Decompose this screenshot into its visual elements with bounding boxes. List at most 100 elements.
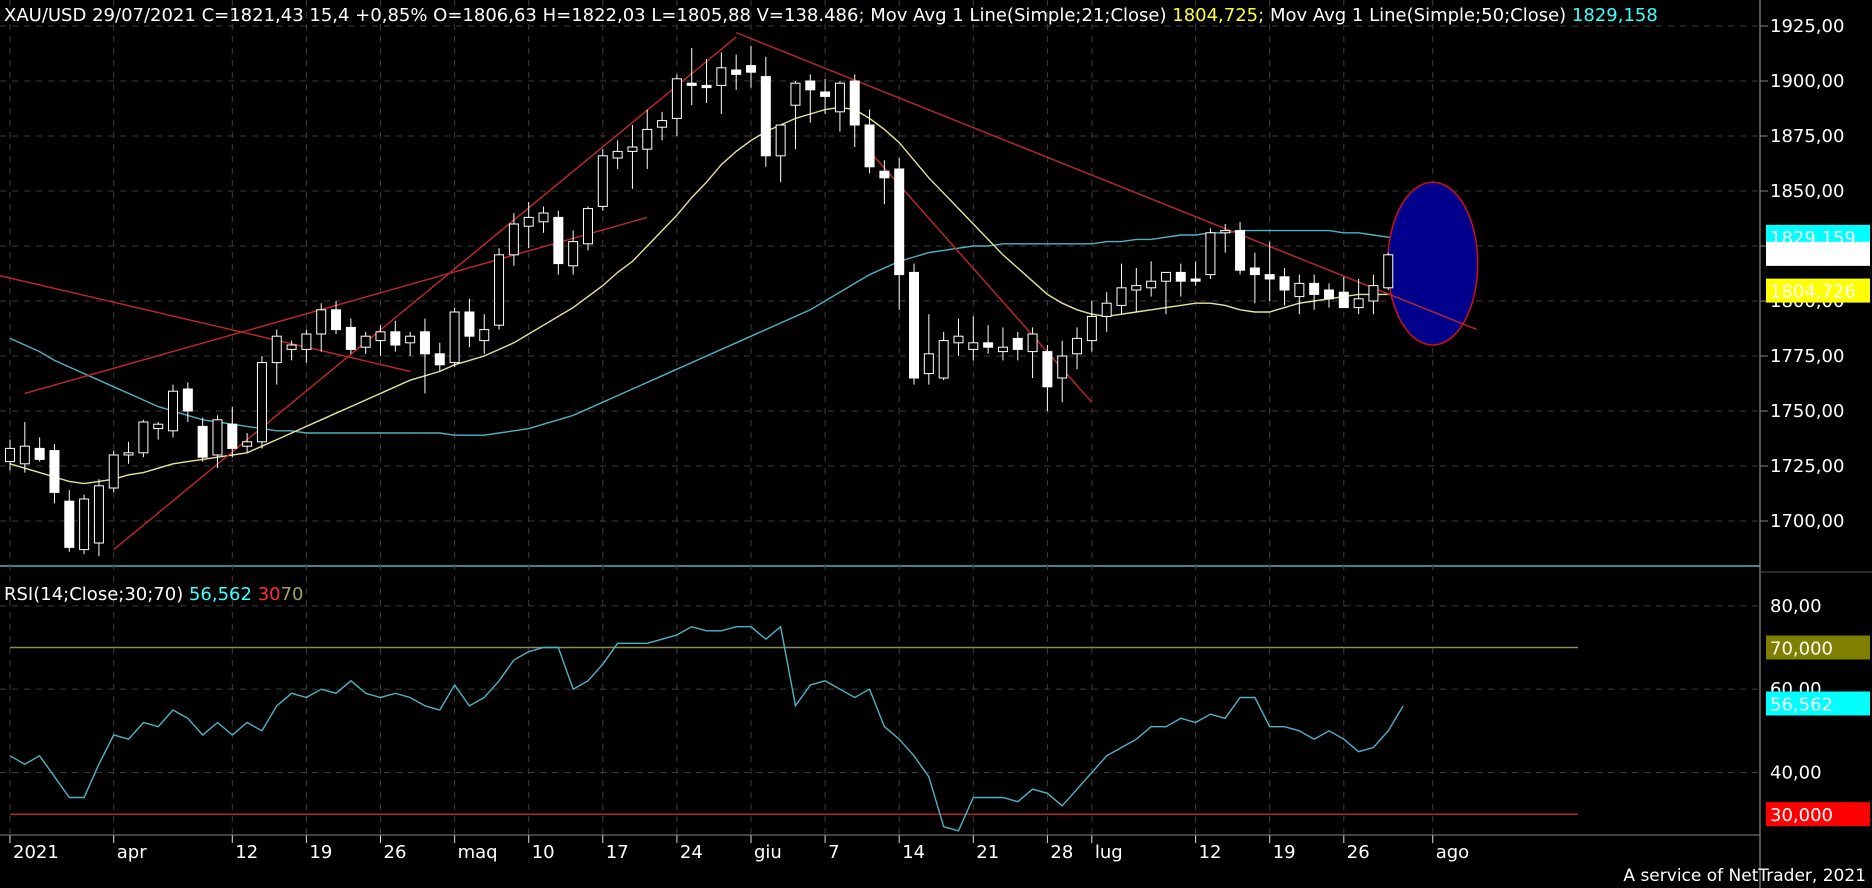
candle-up — [597, 155, 608, 207]
candle-up — [968, 342, 979, 350]
trendline — [0, 275, 411, 373]
candle-down — [345, 326, 356, 350]
candle-down — [182, 388, 193, 412]
x-tick-label: giu — [754, 842, 782, 863]
ma21-badge-bg — [1766, 278, 1870, 303]
x-tick-label: 21 — [976, 842, 999, 863]
x-tick-label: apr — [117, 842, 147, 863]
ma50-line — [9, 229, 1418, 436]
x-tick-label: maq — [458, 842, 498, 863]
candle-down — [1012, 337, 1023, 350]
ma21-value: 1804,725 — [1172, 5, 1259, 26]
candle-down — [197, 425, 208, 458]
candle-up — [953, 335, 964, 344]
price-tick-label: 1750,00 — [1770, 401, 1844, 422]
candle-up — [1368, 285, 1379, 302]
candle-up — [1072, 337, 1083, 355]
candle-down — [434, 353, 445, 366]
candle-up — [538, 212, 549, 223]
rsi-line — [9, 625, 1404, 832]
price-tick-label: 1875,00 — [1770, 126, 1844, 147]
candle-up — [997, 346, 1008, 353]
candle-up — [775, 124, 786, 157]
candle-up — [1101, 302, 1112, 317]
ohlc-label: C=1821,43 15,4 +0,85% O=1806,63 H=1822,0… — [201, 5, 859, 26]
trendline — [113, 36, 737, 551]
close-badge: 1821,43 — [1770, 245, 1844, 266]
x-tick-label: 7 — [828, 842, 839, 863]
candle-down — [701, 84, 712, 89]
candle-down — [1264, 274, 1275, 280]
ma50-value: 1829,158 — [1571, 5, 1658, 26]
candle-down — [1338, 291, 1349, 309]
close-badge-bg — [1766, 241, 1870, 266]
price-tick-label: 1925,00 — [1770, 16, 1844, 37]
rsi-tick-label: 40,00 — [1770, 763, 1822, 784]
candle-down — [227, 423, 238, 449]
candle-down — [686, 82, 697, 86]
candle-down — [553, 216, 564, 265]
x-tick-label: 17 — [606, 842, 629, 863]
x-tick-label: 26 — [384, 842, 407, 863]
candle-down — [731, 69, 742, 75]
candle-up — [1027, 333, 1038, 353]
candle-up — [316, 309, 327, 335]
symbol-label: XAU/USD — [4, 5, 87, 26]
rsi-tick-label: 80,00 — [1770, 596, 1822, 617]
candle-up — [1057, 355, 1068, 379]
x-tick-label: 14 — [902, 842, 925, 863]
rsi-70-badge: 70,000 — [1770, 639, 1833, 660]
candle-down — [390, 331, 401, 346]
candle-up — [449, 311, 460, 364]
candle-up — [212, 419, 223, 456]
candle-up — [138, 421, 149, 454]
candle-up — [123, 452, 134, 456]
candle-up — [286, 344, 297, 350]
ma21-badge: 1804,726 — [1770, 282, 1856, 303]
rsi-high: 70 — [280, 584, 304, 605]
candle-up — [568, 241, 579, 267]
rsi-30-badge-bg — [1766, 802, 1870, 827]
x-tick-label: 28 — [1050, 842, 1073, 863]
candle-up — [1146, 280, 1157, 289]
rsi-label: RSI(14;Close;30;70) — [4, 584, 184, 605]
candle-up — [834, 82, 845, 113]
candle-up — [360, 335, 371, 348]
date-label: 29/07/2021 — [92, 5, 196, 26]
candle-up — [657, 120, 668, 128]
candle-up — [168, 390, 179, 432]
candle-up — [938, 340, 949, 379]
candle-up — [1160, 271, 1171, 282]
candle-up — [1353, 298, 1364, 309]
rsi-value-badge: 56,562 — [1770, 694, 1833, 715]
rsi-header: RSI(14;Close;30;70) 56,562 3070 — [4, 584, 304, 606]
trendline — [869, 150, 1093, 403]
candle-down — [464, 311, 475, 337]
candle-up — [1294, 282, 1305, 298]
candle-down — [1175, 271, 1186, 282]
candle-down — [1249, 267, 1260, 276]
ma50-label: Mov Avg 1 Line(Simple;50;Close) — [1269, 5, 1567, 26]
rsi-value-badge-bg — [1766, 691, 1870, 716]
price-tick-label: 1725,00 — [1770, 456, 1844, 477]
price-tick-label: 1775,00 — [1770, 346, 1844, 367]
candle-down — [1190, 278, 1201, 282]
x-tick-label: 19 — [309, 842, 332, 863]
candle-down — [1279, 276, 1290, 291]
candle-up — [1205, 232, 1216, 276]
x-tick-label: 12 — [1199, 842, 1222, 863]
candle-up — [642, 128, 653, 150]
x-tick-label: 24 — [680, 842, 703, 863]
candle-up — [612, 150, 623, 159]
candle-down — [1323, 289, 1334, 300]
candle-up — [1383, 254, 1394, 289]
candle-up — [79, 498, 90, 551]
candle-up — [153, 423, 164, 430]
candle-up — [5, 447, 15, 463]
candle-up — [508, 223, 519, 256]
candle-up — [582, 208, 593, 245]
candle-up — [923, 353, 934, 375]
footer-credit: A service of NetTrader, 2021 — [1623, 866, 1866, 886]
candle-down — [909, 271, 920, 379]
